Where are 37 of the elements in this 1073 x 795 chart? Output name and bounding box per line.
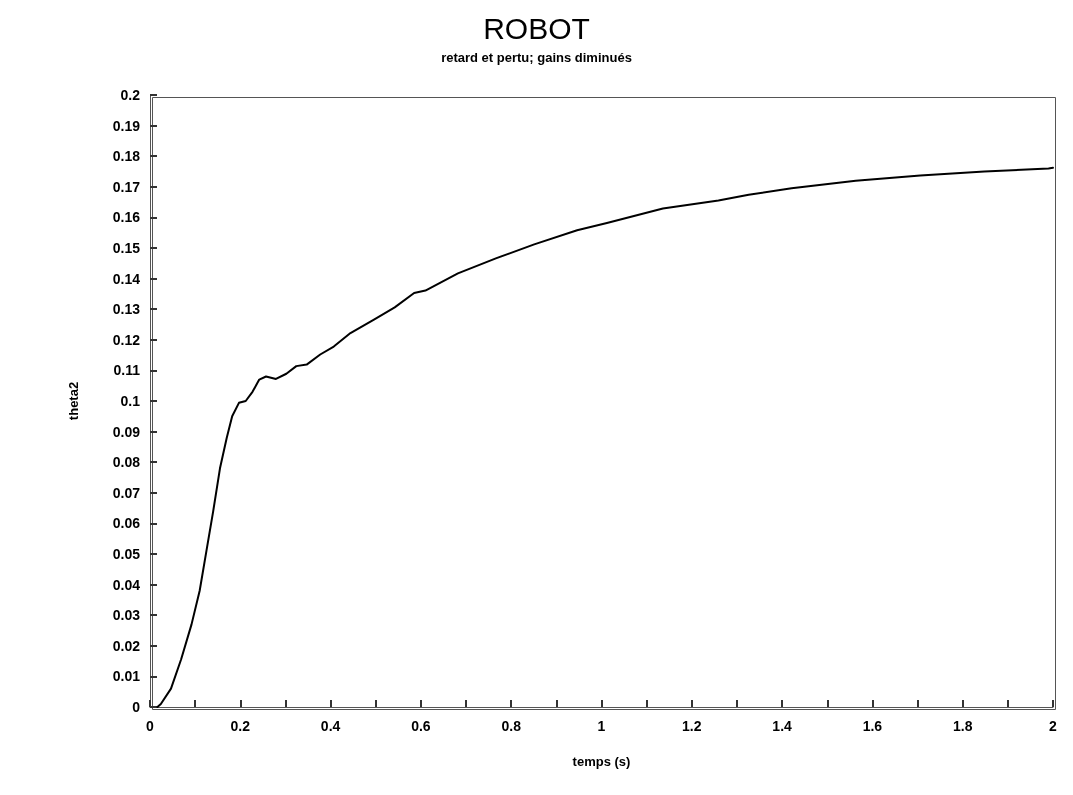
x-tick-label: 0.6 <box>411 718 431 734</box>
x-axis-title: temps (s) <box>572 754 631 769</box>
y-tick-label: 0.13 <box>112 301 141 318</box>
x-tick-label: 0.4 <box>320 718 341 734</box>
y-tick-label: 0.17 <box>112 178 141 195</box>
y-tick-label: 0.14 <box>112 270 141 287</box>
y-tick-label: 0.2 <box>120 87 141 103</box>
y-tick-label: 0.04 <box>112 576 141 593</box>
y-tick-label: 0.16 <box>112 209 141 226</box>
x-tick-label: 0.2 <box>230 718 251 734</box>
y-tick-label: 0.02 <box>112 637 141 654</box>
y-axis-title: theta2 <box>66 381 81 421</box>
x-tick-label: 1.2 <box>682 718 702 734</box>
x-tick-label: 1 <box>597 718 606 734</box>
y-tick-label: 0.06 <box>112 515 141 532</box>
y-tick-label: 0 <box>132 699 141 715</box>
x-tick-label: 1.4 <box>772 718 793 734</box>
x-tick-label: 2 <box>1049 718 1058 734</box>
y-tick-label: 0.07 <box>112 484 141 501</box>
y-tick-label: 0.11 <box>113 362 141 379</box>
y-tick-label: 0.05 <box>112 546 141 562</box>
x-tick-label: 1.8 <box>952 718 973 734</box>
x-tick-label: 0 <box>146 718 155 734</box>
y-tick-label: 0.19 <box>112 117 141 134</box>
y-tick-label: 0.1 <box>120 393 141 409</box>
y-tick-label: 0.12 <box>112 331 141 348</box>
y-tick-label: 0.01 <box>112 668 141 685</box>
y-tick-label: 0.03 <box>112 607 141 624</box>
line-series <box>156 166 1054 708</box>
x-tick-label: 0.8 <box>501 718 522 734</box>
y-tick-label: 0.18 <box>112 148 141 165</box>
y-tick-label: 0.15 <box>112 240 141 256</box>
y-tick-label: 0.09 <box>112 423 141 440</box>
x-tick-label: 1.6 <box>862 718 883 734</box>
y-tick-label: 0.08 <box>112 454 141 471</box>
chart-title: ROBOT <box>483 11 590 45</box>
chart-subtitle: retard et pertu; gains diminués <box>441 50 632 65</box>
